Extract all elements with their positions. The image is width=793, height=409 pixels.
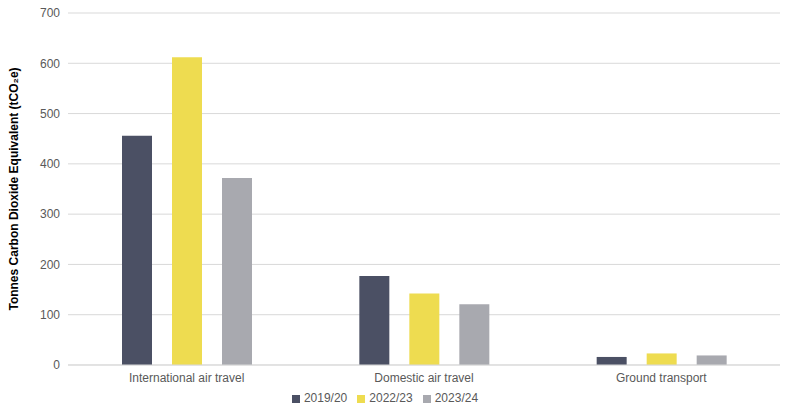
html-text:2019/20: 2019/20 bbox=[303, 391, 348, 405]
svg-text:700: 700 bbox=[40, 6, 60, 20]
svg-text:Domestic air travel: Domestic air travel bbox=[374, 371, 473, 385]
svg-text:0: 0 bbox=[53, 358, 60, 372]
svg-text:International air travel: International air travel bbox=[129, 371, 244, 385]
svg-text:600: 600 bbox=[40, 57, 60, 71]
svg-text:Tonnes Carbon Dioxide Equivale: Tonnes Carbon Dioxide Equivalent (tCO₂e) bbox=[8, 67, 21, 310]
html-text:2023/24: 2023/24 bbox=[434, 391, 479, 405]
svg-text:400: 400 bbox=[40, 157, 60, 171]
svg-text:500: 500 bbox=[40, 107, 60, 121]
svg-text:Ground transport: Ground transport bbox=[616, 371, 707, 385]
svg-text:200: 200 bbox=[40, 258, 60, 272]
svg-text:100: 100 bbox=[40, 308, 60, 322]
svg-text:300: 300 bbox=[40, 207, 60, 221]
html-text:2022/23: 2022/23 bbox=[369, 391, 413, 405]
